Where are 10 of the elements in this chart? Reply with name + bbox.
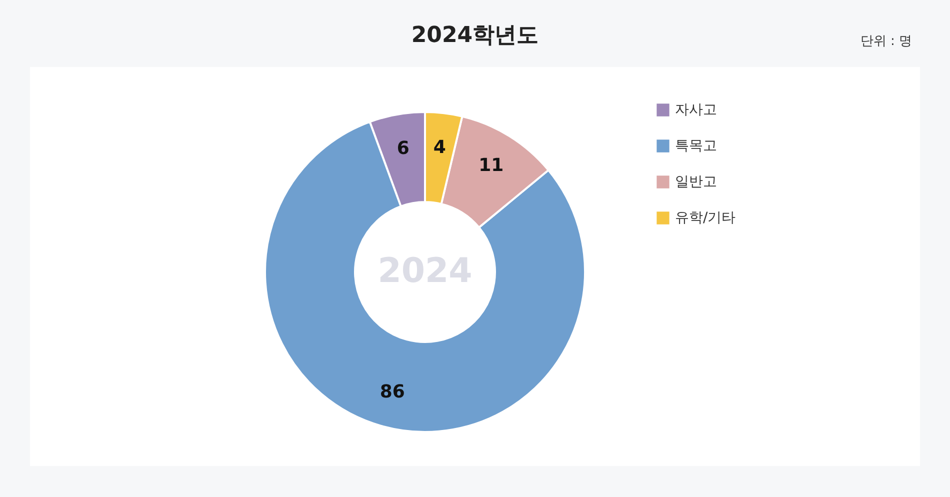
legend-label: 유학/기타 [675,210,736,226]
data-label: 11 [478,154,504,176]
data-label: 6 [396,138,410,159]
legend-label: 일반고 [675,174,717,190]
data-label: 4 [433,136,446,158]
data-label: 86 [380,382,405,403]
chart-title: 2024학년도 [411,23,539,48]
legend-label: 특목고 [675,138,717,154]
text: 단위 : 명 [860,33,912,50]
legend-label: 자사고 [675,102,717,118]
